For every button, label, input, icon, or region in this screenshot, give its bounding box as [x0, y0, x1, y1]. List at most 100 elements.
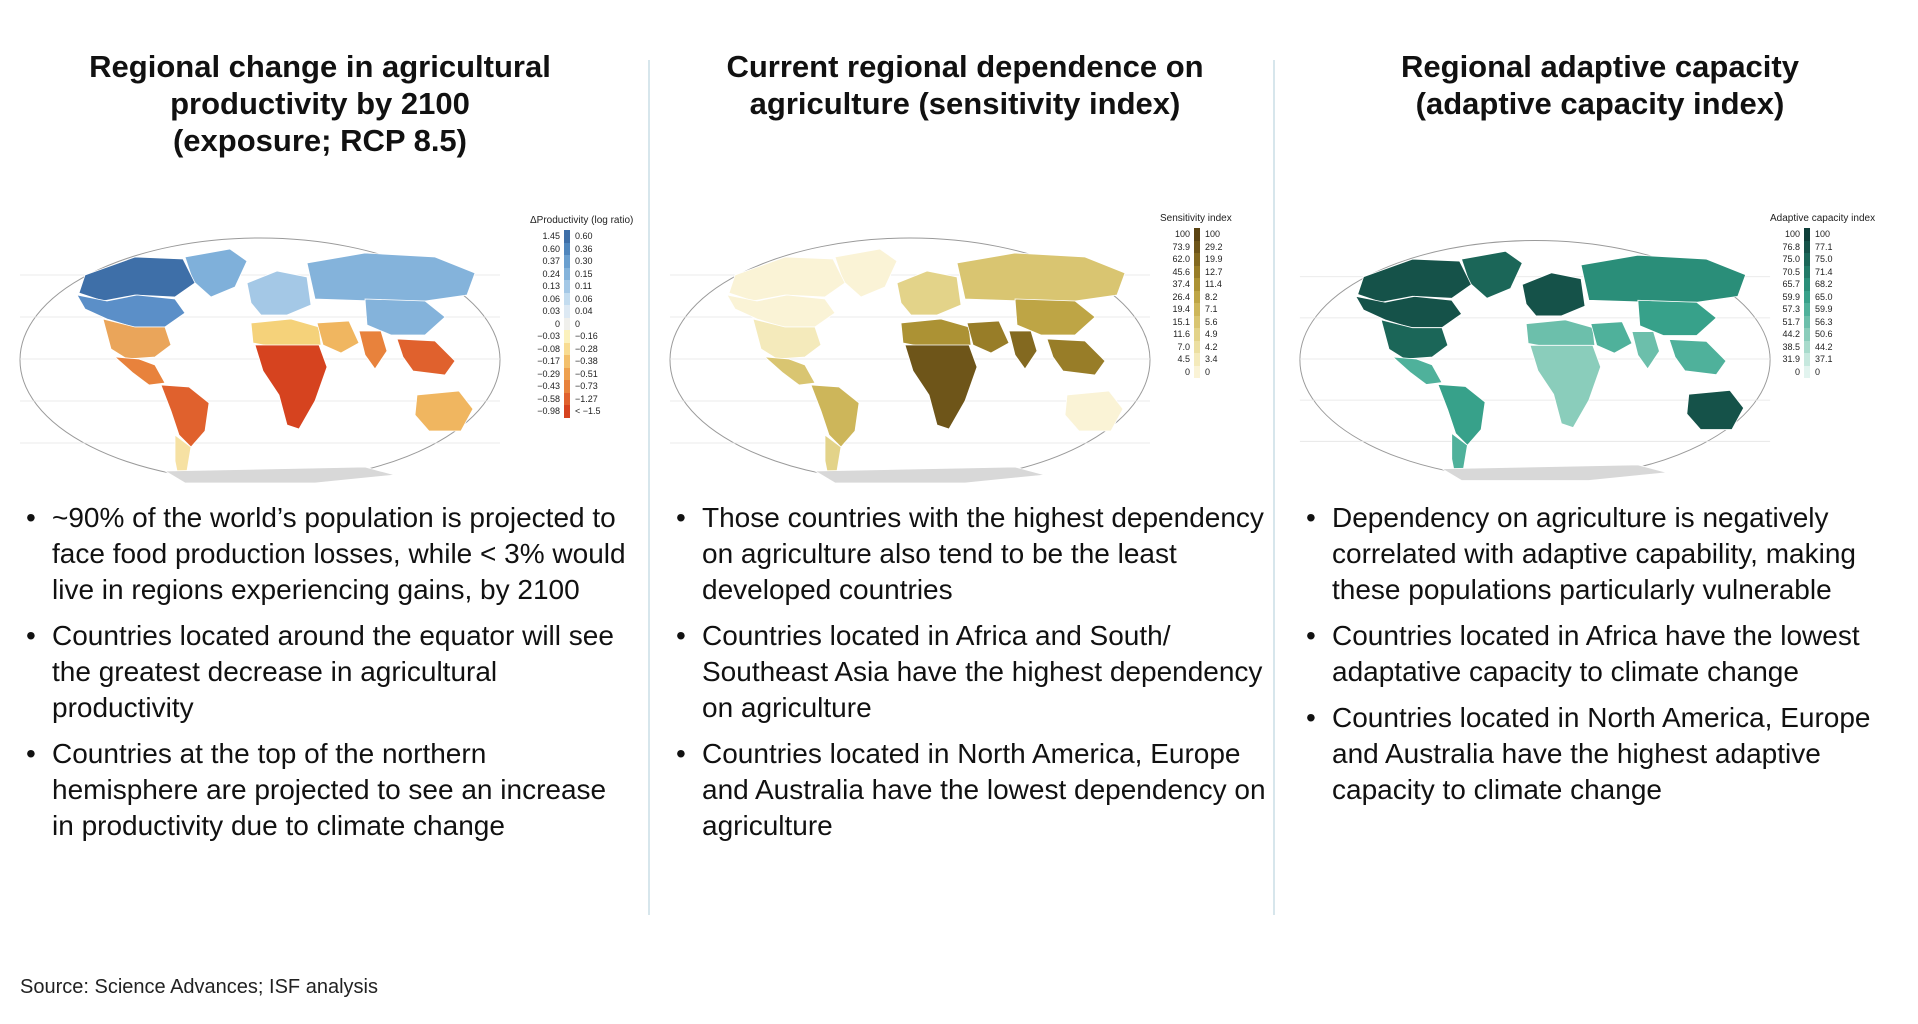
legend-left-value: 65.7: [1782, 279, 1800, 290]
region-north-america: [726, 294, 836, 328]
legend-swatch: [1194, 315, 1200, 328]
legend-right-value: 71.4: [1815, 266, 1833, 277]
region-us: [102, 318, 172, 360]
legend-right-value: −0.73: [575, 381, 598, 392]
legend-right-value: 0: [1815, 366, 1821, 377]
legend-row: 73.9 29.2: [1160, 240, 1235, 253]
panel-title: Regional adaptive capacity (adaptive cap…: [1290, 48, 1910, 122]
region-africa-n: [900, 318, 972, 350]
legend-left-value: 73.9: [1172, 241, 1190, 252]
region-india: [358, 330, 388, 370]
legend-productivity: ΔProductivity (log ratio) 1.45 0.60 0.60 0.…: [530, 215, 633, 418]
legend-right-value: 50.6: [1815, 329, 1833, 340]
legend-swatch: [1194, 240, 1200, 253]
region-india: [1631, 331, 1660, 370]
legend-swatch: [1194, 265, 1200, 278]
bullet-list: ~90% of the world’s population is projec…: [22, 500, 632, 854]
map-area: ΔProductivity (log ratio) 1.45 0.60 0.60 0.…: [10, 195, 633, 495]
world-map-productivity: [19, 237, 501, 484]
bullet-item: Countries located in North America, Euro…: [1302, 700, 1902, 808]
legend-swatch: [564, 242, 570, 255]
legend-right-value: 12.7: [1205, 266, 1223, 277]
legend-row: 0.06 0.06: [530, 292, 633, 305]
panel-productivity: Regional change in agricultural producti…: [10, 40, 633, 920]
legend-swatch: [1804, 265, 1810, 278]
legend-right-value: −0.51: [575, 368, 598, 379]
map-area: Adaptive capacity index 100 100 76.8 77.1 75…: [1290, 195, 1910, 495]
legend-swatch: [1194, 228, 1200, 241]
legend-left-value: 0: [1794, 366, 1800, 377]
legend-swatch: [1194, 253, 1200, 266]
legend-swatch: [1194, 353, 1200, 366]
legend-swatch: [1804, 315, 1810, 328]
legend-adaptive: Adaptive capacity index 100 100 76.8 77.1 75…: [1770, 213, 1875, 378]
legend-right-value: 5.6: [1205, 316, 1218, 327]
legend-right-value: 65.0: [1815, 291, 1833, 302]
legend-left-value: −0.17: [537, 356, 560, 367]
legend-right-value: 4.9: [1205, 329, 1218, 340]
legend-title: Adaptive capacity index: [1770, 213, 1876, 224]
legend-swatch: [1804, 365, 1810, 378]
legend-row: 37.4 11.4: [1160, 278, 1235, 291]
legend-right-value: 19.9: [1205, 254, 1223, 265]
legend-left-value: 57.3: [1782, 304, 1800, 315]
legend-right-value: −0.28: [575, 343, 598, 354]
legend-right-value: 0.36: [575, 243, 593, 254]
title-line: (exposure; RCP 8.5): [172, 123, 467, 158]
legend-left-value: 37.4: [1172, 279, 1190, 290]
legend-right-value: 0.06: [575, 293, 593, 304]
region-africa-n: [1525, 319, 1596, 350]
legend-row: 44.2 50.6: [1770, 328, 1875, 341]
legend-swatch: [1804, 290, 1810, 303]
legend-left-value: 31.9: [1782, 354, 1800, 365]
region-china: [1637, 299, 1717, 336]
region-europe: [896, 270, 962, 316]
legend-swatch: [1194, 328, 1200, 341]
legend-swatch: [1194, 340, 1200, 353]
legend-right-value: 0: [1205, 366, 1211, 377]
region-europe: [246, 270, 312, 316]
region-canada-n: [1357, 258, 1472, 303]
region-antarctica: [813, 466, 1046, 484]
legend-left-value: 100: [1784, 229, 1800, 240]
region-se-asia: [1046, 338, 1106, 376]
region-antarctica: [1440, 464, 1668, 481]
region-us: [1380, 319, 1449, 360]
legend-left-value: 26.4: [1172, 291, 1190, 302]
legend-left-value: −0.43: [537, 381, 560, 392]
legend-right-value: 11.4: [1205, 279, 1222, 290]
legend-right-value: 37.1: [1815, 354, 1833, 365]
region-canada-n: [728, 256, 846, 302]
region-india: [1008, 330, 1038, 370]
legend-swatch: [564, 330, 570, 343]
legend-swatch: [564, 392, 570, 405]
map-area: Sensitivity index 100 100 73.9 29.2 62.0 19.9…: [660, 195, 1270, 495]
legend-swatch: [564, 255, 570, 268]
region-africa: [254, 344, 328, 430]
legend-left-value: −0.08: [537, 343, 560, 354]
region-mexico: [763, 356, 816, 386]
legend-swatch: [564, 405, 570, 418]
bullet-item: Countries located around the equator wil…: [22, 618, 632, 726]
region-russia: [956, 252, 1126, 302]
legend-row: −0.98 < −1.5: [530, 405, 633, 418]
legend-right-value: 0.04: [575, 306, 593, 317]
title-line: Current regional dependence on: [726, 49, 1204, 84]
legend-swatch: [564, 342, 570, 355]
legend-swatch: [564, 355, 570, 368]
panel-title: Regional change in agricultural producti…: [10, 48, 630, 159]
legend-right-value: 0.30: [575, 256, 593, 267]
legend-row: 65.7 68.2: [1770, 278, 1875, 291]
legend-row: 59.9 65.0: [1770, 290, 1875, 303]
region-s-america: [1437, 384, 1486, 446]
bullet-item: ~90% of the world’s population is projec…: [22, 500, 632, 608]
region-mideast: [316, 320, 360, 354]
legend-row: 100 100: [1160, 228, 1235, 241]
bullet-item: Countries located in Africa have the low…: [1302, 618, 1902, 690]
legend-swatch: [1804, 228, 1810, 241]
legend-swatch: [1194, 290, 1200, 303]
legend-right-value: 0.15: [575, 268, 593, 279]
region-canada-n: [78, 256, 196, 302]
